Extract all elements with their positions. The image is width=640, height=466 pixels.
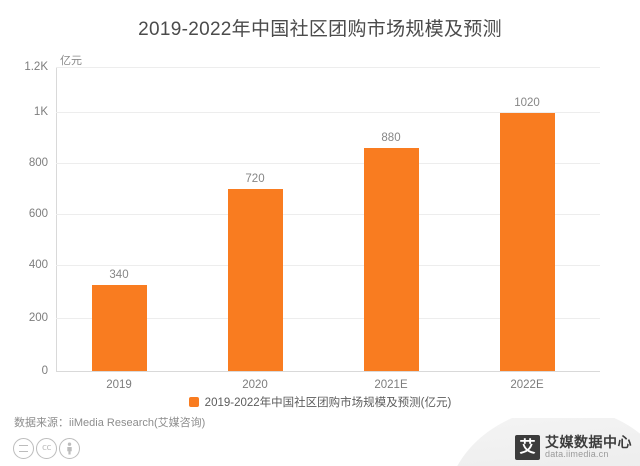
x-tick-label-2020: 2020 [242, 379, 268, 391]
x-tick-label-2019: 2019 [106, 379, 132, 391]
bar-value-2020: 720 [245, 173, 265, 185]
bar-value-2021E: 880 [381, 132, 401, 144]
y-tick-label-0: 0 [41, 365, 48, 377]
legend-item-series-1[interactable]: 2019-2022年中国社区团购市场规模及预测(亿元) [188, 394, 452, 410]
y-tick-label-600: 600 [28, 208, 48, 220]
bar-2020[interactable] [228, 189, 283, 371]
cc-icon-text: cc [41, 443, 52, 453]
logo-url: data.iimedia.cn [545, 449, 609, 460]
creative-commons-icon: cc [36, 438, 57, 459]
gridline-baseline [56, 371, 600, 372]
bar-2022E[interactable] [500, 113, 555, 371]
gridline-800 [56, 163, 600, 164]
chart-title: 2019-2022年中国社区团购市场规模及预测 [138, 19, 502, 40]
bar-value-2019: 340 [109, 269, 129, 281]
y-tick-label-400: 400 [28, 259, 48, 271]
logo-badge: 艾 [515, 435, 540, 460]
plot-area [56, 67, 600, 372]
gridline-200 [56, 318, 600, 319]
y-tick-label-800: 800 [28, 157, 48, 169]
bar-2021E[interactable] [364, 148, 419, 371]
y-axis-line [56, 67, 57, 372]
y-axis-unit-label: 亿元 [60, 55, 82, 67]
legend-color-swatch [188, 397, 199, 407]
y-tick-label-1000: 1K [33, 106, 48, 118]
gridline-1000 [56, 112, 600, 113]
legend-item-label: 2019-2022年中国社区团购市场规模及预测(亿元) [204, 397, 452, 409]
y-tick-label-200: 200 [28, 312, 48, 324]
bar-2019[interactable] [92, 285, 147, 371]
gridline-1200 [56, 67, 600, 68]
chart-legend: 2019-2022年中国社区团购市场规模及预测(亿元) [0, 394, 640, 410]
gridline-400 [56, 265, 600, 266]
y-tick-label-1200: 1.2K [24, 61, 48, 73]
no-derivatives-icon [13, 438, 34, 459]
logo-name: 艾媒数据中心 [545, 434, 632, 451]
x-tick-label-2022E: 2022E [510, 379, 544, 391]
iimedia-logo[interactable]: 艾 艾媒数据中心 data.iimedia.cn [515, 435, 632, 460]
watermark: 艾 艾媒数据中心 data.iimedia.cn [440, 418, 640, 466]
attribution-icon [59, 438, 80, 459]
gridline-600 [56, 214, 600, 215]
x-tick-label-2021E: 2021E [374, 379, 408, 391]
license-icon-group: cc [13, 438, 80, 459]
data-source-note: 数据来源：iiMedia Research(艾媒咨询) [14, 417, 206, 429]
bar-value-2022E: 1020 [514, 97, 540, 109]
logo-text-block: 艾媒数据中心 data.iimedia.cn [545, 435, 632, 459]
